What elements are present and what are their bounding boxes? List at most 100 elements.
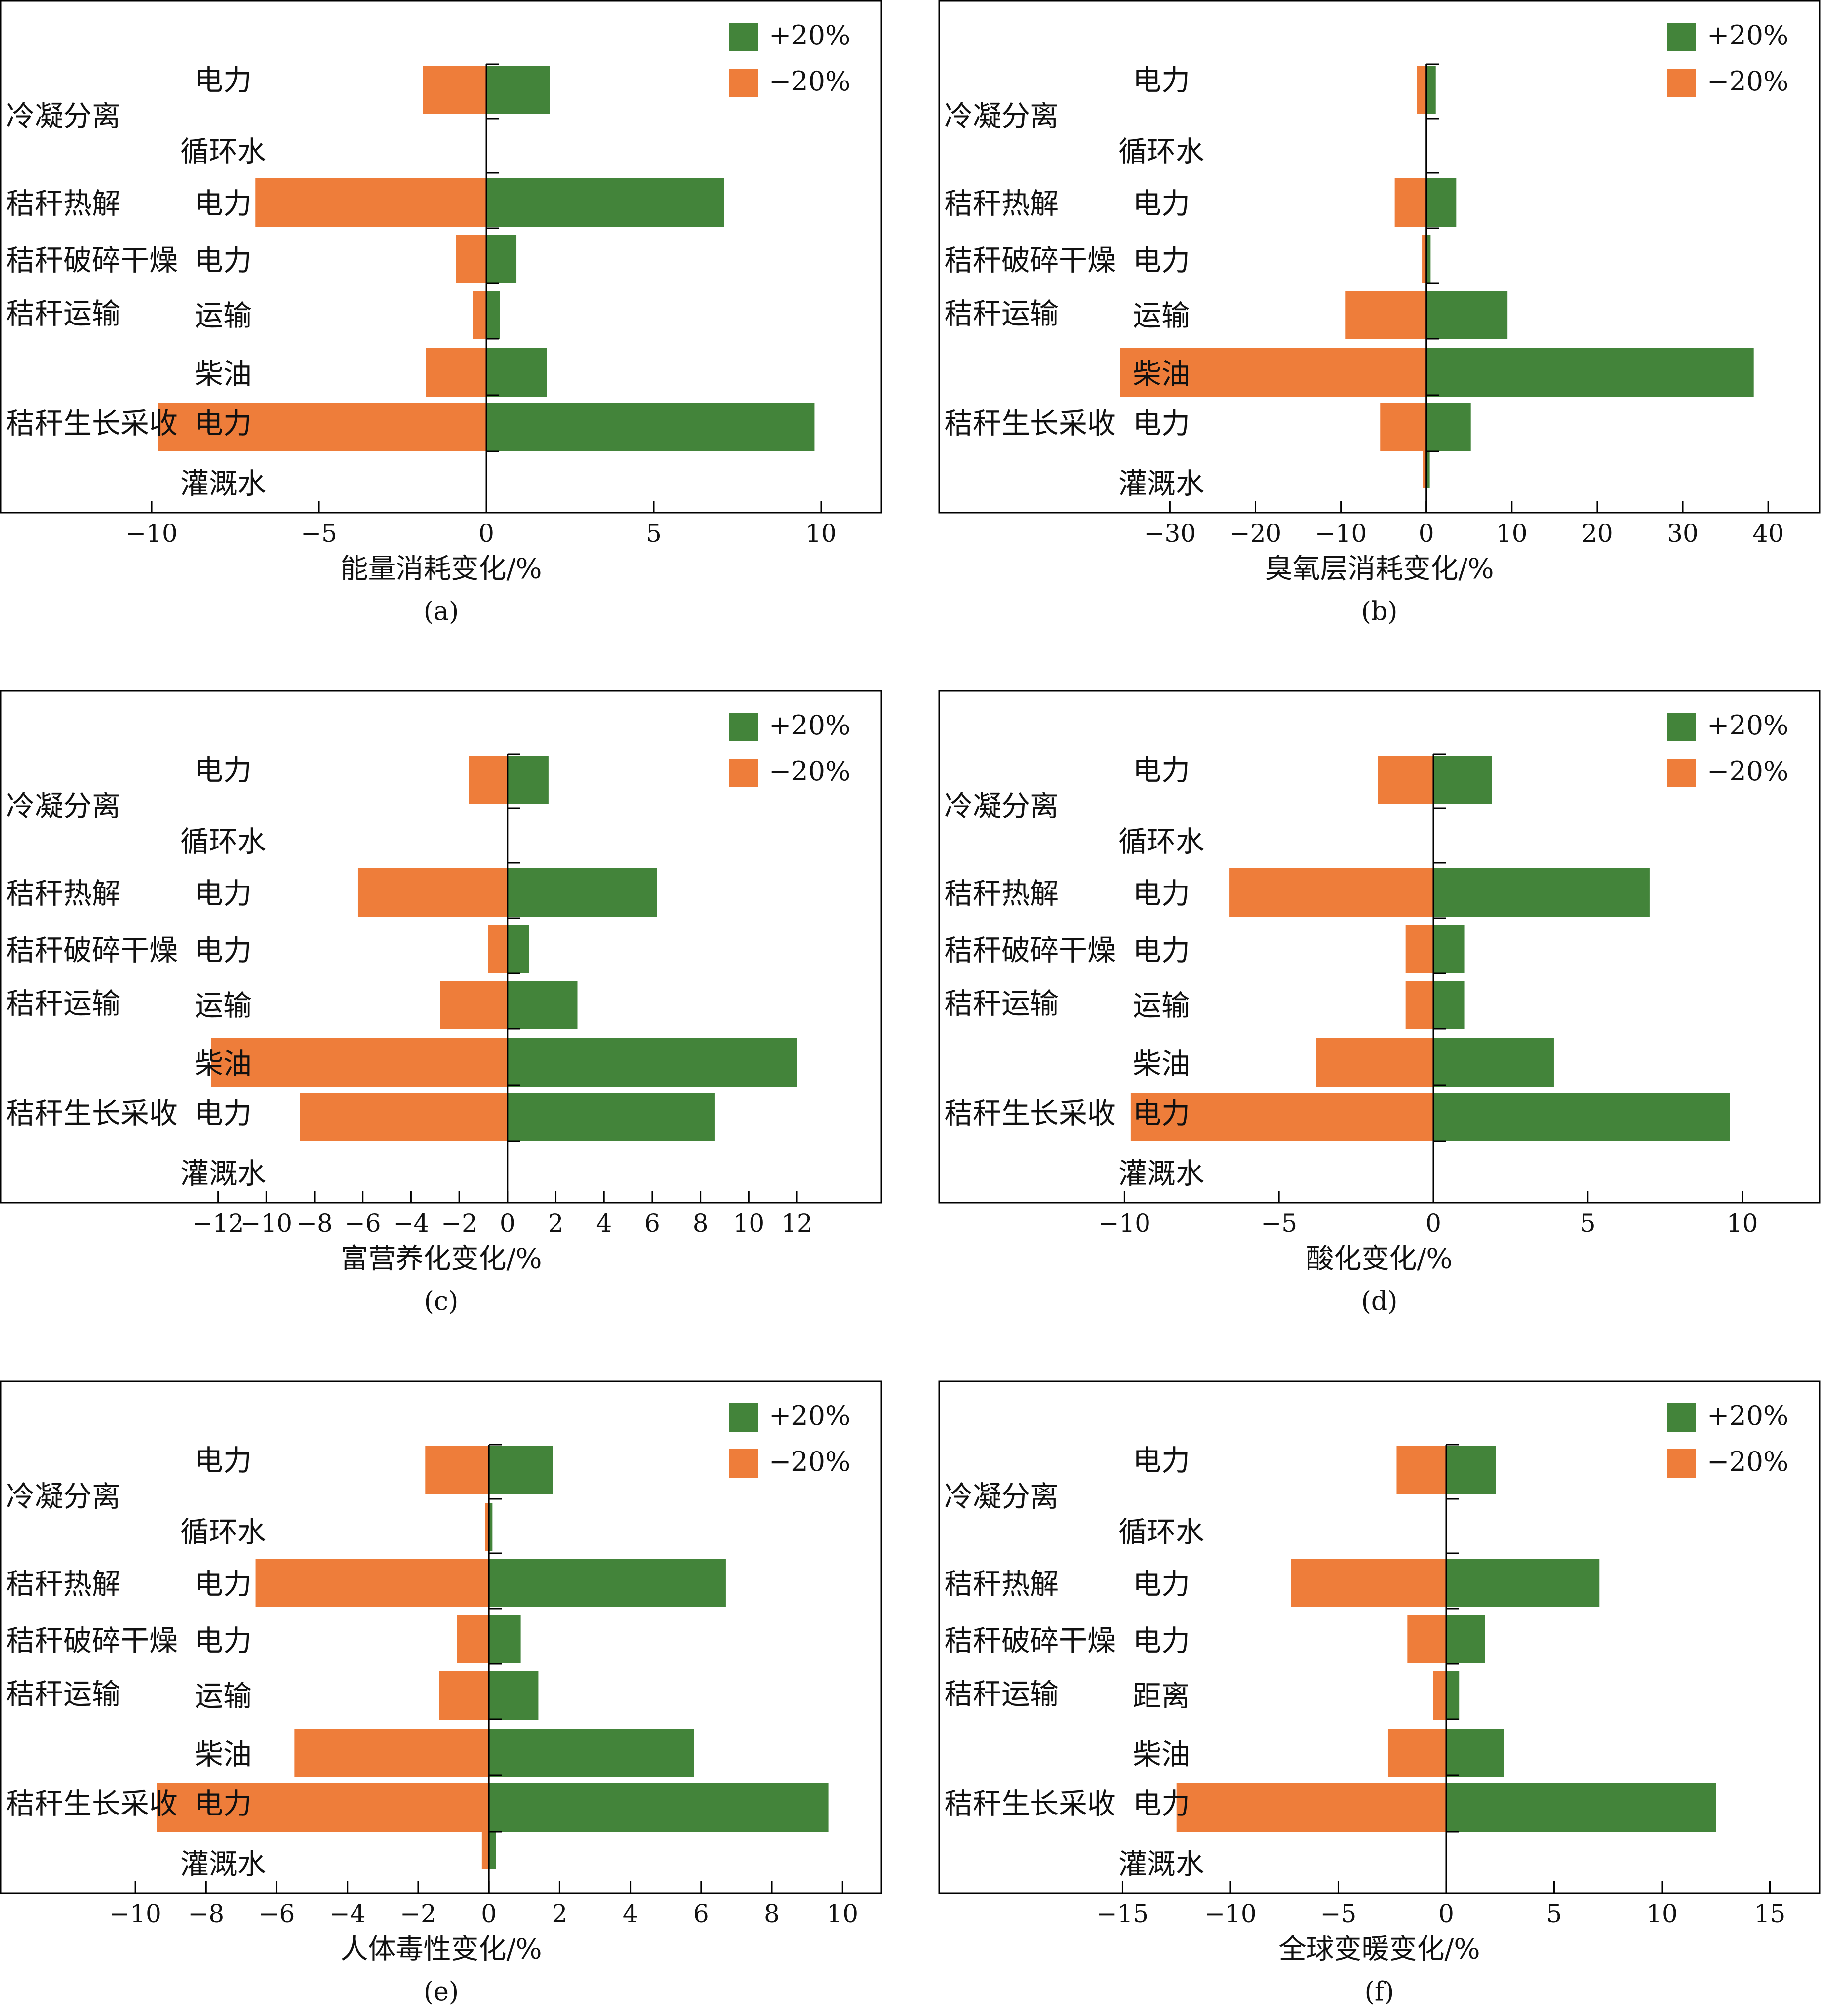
legend: +20% −20%: [1667, 20, 1788, 97]
bar-plus20: [489, 1446, 553, 1494]
bar-minus20: [157, 1783, 489, 1832]
row-item-label: 电力: [195, 1567, 252, 1601]
row-item-label: 循环水: [180, 1515, 266, 1549]
bar-plus20: [1426, 403, 1471, 451]
bar-minus20: [1394, 178, 1426, 227]
bar-plus20: [489, 1671, 539, 1720]
bar-plus20: [1433, 1038, 1554, 1087]
x-tick-label: 0: [500, 1209, 515, 1238]
x-tick-label: −6: [345, 1209, 381, 1238]
bar-minus20: [1120, 348, 1426, 397]
x-tick-label: −10: [1315, 519, 1367, 548]
bar-plus20: [489, 1615, 521, 1663]
row-item-label: 电力: [195, 877, 252, 910]
bar-plus20: [489, 1559, 726, 1607]
x-tick-label: 40: [1752, 519, 1784, 548]
x-axis-label: 臭氧层消耗变化/%: [1265, 553, 1494, 585]
row-item-label: 电力: [1133, 1096, 1190, 1130]
legend-swatch-minus20: [729, 759, 758, 787]
row-item-label: 灌溉水: [1118, 1157, 1204, 1190]
x-tick-label: 10: [1727, 1209, 1758, 1238]
bar-minus20: [210, 1038, 508, 1087]
legend-label-plus20: +20%: [1707, 20, 1788, 51]
x-tick-label: −30: [1144, 519, 1196, 548]
legend-swatch-plus20: [1667, 713, 1696, 741]
row-category-label: 秸秆破碎干燥: [944, 933, 1116, 967]
legend-label-plus20: +20%: [1707, 1400, 1788, 1431]
row-item-label: 电力: [195, 1624, 252, 1657]
bar-plus20: [507, 1038, 797, 1087]
bar-minus20: [1229, 868, 1433, 917]
bar-minus20: [1396, 1446, 1446, 1494]
row-item-label: 电力: [195, 187, 252, 220]
legend-label-minus20: −20%: [1707, 756, 1788, 787]
bar-minus20: [423, 66, 487, 114]
plot-frame: [938, 690, 1821, 1204]
row-item-label: 电力: [195, 933, 252, 967]
bar-plus20: [486, 66, 550, 114]
legend-label-plus20: +20%: [1707, 710, 1788, 741]
legend-label-minus20: −20%: [1707, 1446, 1788, 1477]
row-item-label: 电力: [1133, 406, 1190, 440]
row-item-label: 电力: [1133, 933, 1190, 967]
bar-plus20: [486, 178, 724, 227]
row-item-label: 电力: [1133, 753, 1190, 787]
x-tick-label: −15: [1097, 1899, 1149, 1928]
x-tick-label: −4: [329, 1899, 366, 1928]
chart-panel-4: −10 −5 0 5 10 酸化变化/% (d) 冷凝分离秸秆热解秸秆破碎干燥秸秆运输秸秆生长…: [938, 690, 1821, 1317]
chart-panel-5: −10 −8 −6 −4 −2 0 2 4 6 8 10 人体毒性变化/% (e) 冷凝分离秸秆热解秸秆破…: [0, 1380, 882, 2007]
bar-minus20: [1433, 1671, 1446, 1720]
bar-minus20: [1423, 440, 1426, 488]
row-item-label: 柴油: [1133, 357, 1190, 391]
row-category-label: 秸秆热解: [6, 187, 120, 220]
bar-minus20: [1422, 235, 1426, 283]
row-category-label: 秸秆热解: [944, 877, 1059, 910]
row-category-label: 秸秆生长采收: [6, 1096, 178, 1130]
x-tick-label: −2: [441, 1209, 477, 1238]
legend-swatch-minus20: [1667, 69, 1696, 97]
row-category-label: 秸秆生长采收: [6, 406, 178, 440]
bar-minus20: [255, 1559, 489, 1607]
row-item-label: 电力: [1133, 1624, 1190, 1657]
row-item-label: 电力: [195, 1096, 252, 1130]
bar-plus20: [507, 868, 657, 917]
row-item-label: 电力: [1133, 877, 1190, 910]
bar-plus20: [1433, 1093, 1730, 1141]
row-item-label: 柴油: [195, 1737, 252, 1771]
bar-plus20: [1426, 348, 1754, 397]
x-tick-label: 5: [646, 519, 662, 548]
bar-plus20: [507, 1093, 715, 1141]
row-item-label: 电力: [195, 1787, 252, 1820]
legend-swatch-plus20: [729, 23, 758, 51]
bar-plus20: [507, 756, 549, 804]
bar-minus20: [1291, 1559, 1446, 1607]
row-category-label: 冷凝分离: [944, 1480, 1059, 1513]
bar-plus20: [489, 1783, 829, 1832]
legend: +20% −20%: [729, 710, 850, 787]
bar-plus20: [507, 981, 578, 1029]
bar-minus20: [300, 1093, 508, 1141]
row-item-label: 距离: [1133, 1679, 1190, 1713]
row-item-label: 运输: [195, 299, 252, 332]
bar-plus20: [1426, 291, 1508, 339]
x-tick-label: 2: [548, 1209, 564, 1238]
bar-minus20: [1345, 291, 1426, 339]
panel-label: (d): [1361, 1287, 1398, 1317]
row-category-label: 秸秆热解: [6, 1567, 120, 1601]
legend-swatch-plus20: [729, 1403, 758, 1432]
x-tick-label: −4: [393, 1209, 430, 1238]
legend-label-plus20: +20%: [769, 1400, 850, 1431]
row-category-label: 秸秆热解: [944, 1567, 1059, 1601]
bar-minus20: [426, 348, 487, 397]
x-tick-label: −8: [296, 1209, 333, 1238]
bar-plus20: [1446, 1615, 1485, 1663]
legend-swatch-minus20: [1667, 759, 1696, 787]
bar-plus20: [489, 1503, 493, 1551]
legend-swatch-minus20: [729, 1449, 758, 1478]
row-item-label: 循环水: [1118, 1515, 1204, 1549]
plot-frame: [0, 0, 882, 514]
row-category-label: 秸秆运输: [944, 987, 1059, 1020]
bar-minus20: [1378, 756, 1433, 804]
bar-plus20: [1446, 1729, 1504, 1777]
